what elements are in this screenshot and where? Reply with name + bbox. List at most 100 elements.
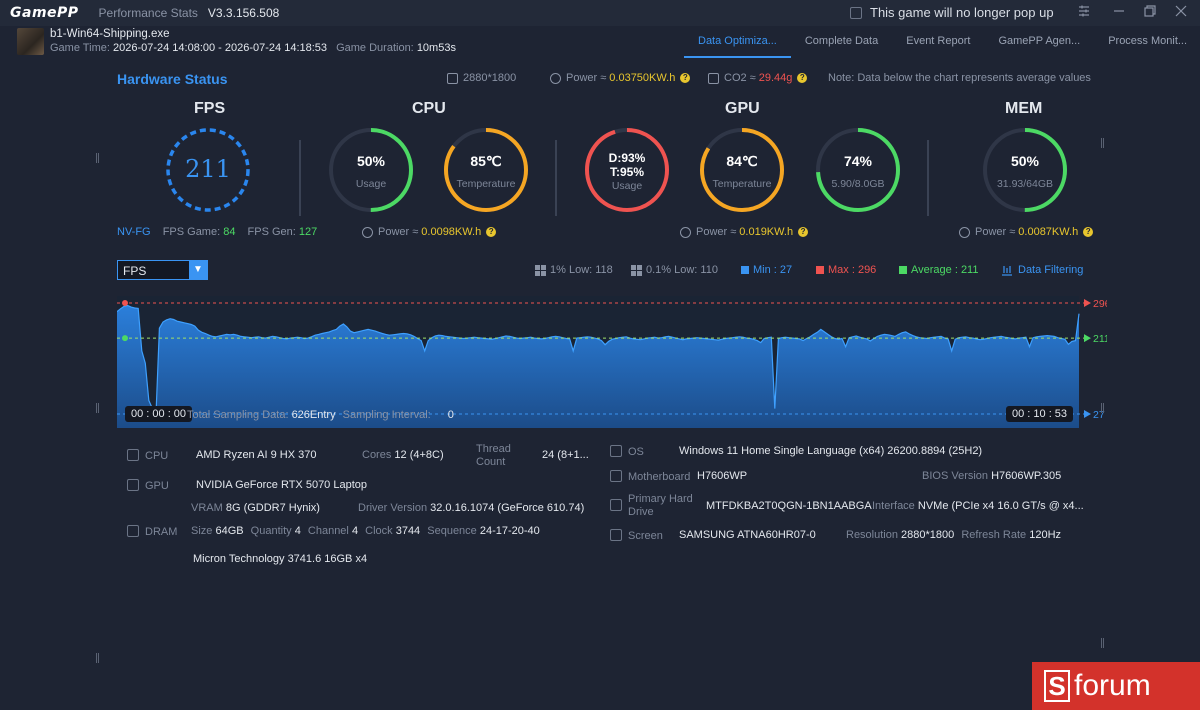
side-handle [96,403,99,413]
fps-chart[interactable]: 296 211.0 27 [117,296,1107,430]
dram-label: DRAM [145,526,178,538]
sampling-info: Total Sampling Data: 626Entry Sampling I… [187,409,454,421]
fps-info-row: NV-FG FPS Game: 84 FPS Gen: 127 [117,226,326,238]
grid-icon [631,264,642,276]
gpu-temp-gauge: 84℃ Temperature [702,130,782,210]
gpu-power-value: 0.019KW.h [739,226,794,238]
os-spec-label: OS [610,445,644,458]
mem-usage-detail: 31.93/64GB [996,178,1054,190]
gpu-vram-arc [816,128,900,212]
close-icon[interactable] [1172,4,1190,22]
gpu-usage-arc [585,128,669,212]
fps-series-area [117,305,1079,428]
sampling-interval-value: 0 [447,409,454,421]
tab-gamepp-agent[interactable]: GamePP Agen... [998,35,1081,47]
interface-value: NVMe (PCIe x4 16.0 GT/s @ x4... [917,500,1084,512]
data-filtering-label: Data Filtering [1018,264,1084,276]
fps-value: 211 [185,155,231,183]
help-icon[interactable]: ? [1083,227,1094,237]
help-icon[interactable]: ? [680,73,691,83]
no-popup-label: This game will no longer pop up [870,5,1054,20]
min-value: Min : 27 [753,264,793,276]
minimize-icon[interactable] [1110,4,1128,22]
driver-spec: Driver Version 32.0.16.1074 (GeForce 610… [358,502,584,514]
cpu-usage-arc [329,128,413,212]
gpu-label: GPU [145,480,169,492]
avg-value: Average : 211 [911,264,979,276]
chevron-down-icon[interactable]: ▼ [189,261,207,279]
min-arrow-icon [1084,410,1091,418]
low01-stat: 0.1% Low: 110 [631,264,718,276]
motherboard-value: H7606WP [697,470,748,482]
no-popup-toggle[interactable]: This game will no longer pop up [850,5,1054,20]
refresh-label: Refresh Rate [961,529,1027,541]
cores-value: 12 (4+8C) [394,449,444,461]
data-filtering-button[interactable]: Data Filtering [1001,264,1083,276]
resolution-value: 2880*1800 [463,72,517,84]
app-version: V3.3.156.508 [207,6,280,20]
cpu-temp-label: Temperature [456,178,516,190]
gpu-title: GPU [725,100,760,117]
gpu-d-usage: D:93% [608,151,646,165]
cpu-usage-value: 50% [356,153,386,169]
resolution-label: Resolution [846,529,898,541]
monitor-icon [447,72,458,84]
resolution-value: 2880*1800 [901,529,955,541]
grid-icon [535,264,546,276]
nvfg-label: NV-FG [117,226,151,238]
power-label: Power ≈ [696,226,737,238]
tab-complete-data[interactable]: Complete Data [804,35,879,47]
quantity-value: 4 [294,525,301,537]
factory-icon [708,72,719,84]
help-icon[interactable]: ? [797,73,808,83]
game-time-row: Game Time: 2026-07-24 14:08:00 - 2026-07… [50,42,456,54]
mem-power-value: 0.0087KW.h [1018,226,1079,238]
divider [299,140,301,216]
dram-spec-label: DRAM [127,525,177,538]
side-handle [96,153,99,163]
quantity-label: Quantity [250,525,292,537]
side-handle [1101,138,1104,148]
motherboard-icon [610,470,622,482]
resolution-spec: Resolution 2880*1800 Refresh Rate 120Hz [846,529,1061,541]
tab-process-monitor[interactable]: Process Monit... [1108,35,1188,47]
power-meta: Power ≈ 0.03750KW.h ? [550,72,691,84]
gpu-temp-label: Temperature [712,178,772,190]
cpu-temp-gauge: 85℃ Temperature [446,130,526,210]
cpu-temp-value: 85℃ [470,153,502,169]
fps-series-line [117,304,1080,418]
mem-usage-arc [983,128,1067,212]
dram-module: Micron Technology 3741.6 16GB x4 [193,553,368,565]
side-handle [1101,403,1104,413]
driver-value: 32.0.16.1074 (GeForce 610.74) [430,502,585,514]
help-icon[interactable]: ? [486,227,497,237]
tab-event-report[interactable]: Event Report [906,35,971,47]
motherboard-spec-label: Motherboard [610,470,690,483]
help-icon[interactable]: ? [798,227,809,237]
co2-value: 29.44g [758,72,793,84]
game-thumbnail [17,28,44,55]
bios-spec: BIOS Version H7606WP.305 [922,470,1061,482]
gpu-usage-label: Usage [611,180,643,192]
cpu-usage-gauge: 50% Usage [331,130,411,210]
settings-icon[interactable] [1075,4,1093,22]
bios-label: BIOS Version [922,470,989,482]
size-label: Size [191,525,213,537]
vram-label: VRAM [191,502,223,514]
thread-label-line2: Count [476,456,506,468]
channel-value: 4 [351,525,359,537]
thread-label-line1: Thread [476,443,511,455]
motherboard-label: Motherboard [628,471,691,483]
fps-gen-value: 127 [298,226,318,238]
app-title: Performance Stats [98,6,198,20]
cpu-power-value: 0.0098KW.h [421,226,482,238]
game-header: b1-Win64-Shipping.exe Game Time: 2026-07… [0,26,1200,58]
metric-select[interactable]: FPS ▼ [117,260,208,280]
max-stat: Max : 296 [816,264,876,276]
restore-icon[interactable] [1141,4,1159,22]
no-popup-checkbox[interactable] [850,6,862,19]
monitor-icon [610,529,622,541]
resolution-meta: 2880*1800 [447,72,516,84]
tab-data-optimization[interactable]: Data Optimiza... [684,26,791,58]
